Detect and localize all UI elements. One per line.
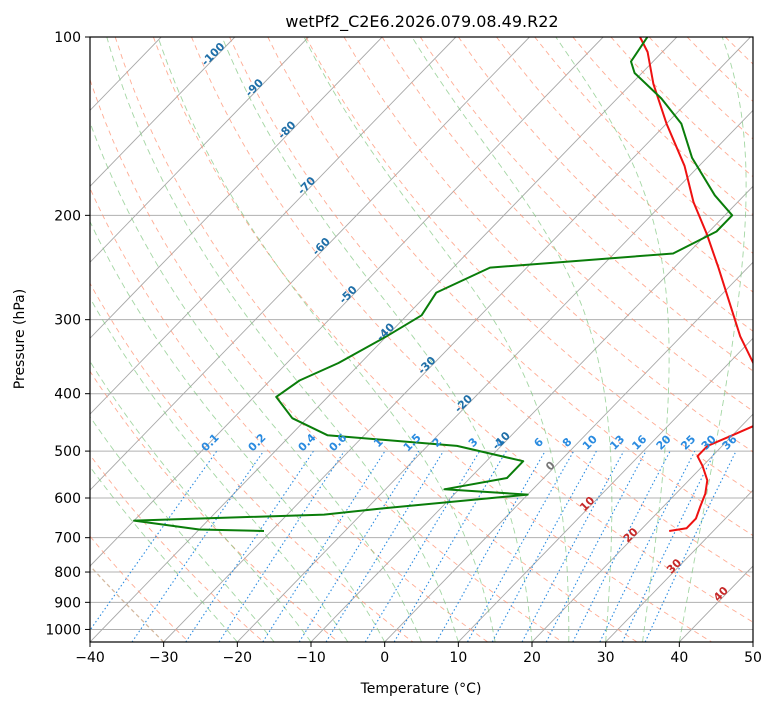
- isotherm-line: [163, 37, 751, 642]
- moist-adiabat-line: [90, 360, 312, 642]
- isotherm-line: [310, 185, 753, 642]
- y-tick-label: 700: [54, 531, 81, 547]
- dry-adiabat-line: [114, 37, 638, 642]
- dry-adiabat-line: [267, 37, 753, 537]
- moist-adiabat-line: [303, 37, 570, 642]
- moist-adiabat-line: [90, 466, 238, 642]
- mixing-ratio-line: [521, 450, 625, 642]
- dry-adiabat-line: [458, 37, 753, 332]
- x-tick-label: 0: [380, 650, 389, 666]
- y-axis: 100 200 300 400 500 600 700 800 900 1000: [45, 30, 90, 638]
- mixing-ratio-line: [325, 450, 444, 642]
- plot-frame: [89, 36, 754, 643]
- y-tick-label: 300: [54, 313, 81, 329]
- dry-adiabat-line: [305, 37, 753, 494]
- isotherm-line: [90, 37, 604, 567]
- moist-adiabat-line: [90, 121, 422, 642]
- x-tick-label: 50: [744, 650, 762, 666]
- dry-adiabat-line: [90, 78, 563, 642]
- y-tick-label: 100: [54, 30, 81, 46]
- isotherm-line: [605, 489, 753, 642]
- dry-adiabat-line: [496, 37, 753, 293]
- x-tick-label: −20: [223, 650, 253, 666]
- moist-adiabat-line: [157, 37, 496, 642]
- mixing-ratio-line: [218, 450, 345, 642]
- moist-adiabat-line: [411, 37, 613, 642]
- dry-adiabat-line: [90, 187, 488, 642]
- mixing-ratio-line: [467, 450, 575, 642]
- thetae-line: [90, 564, 165, 642]
- moist-adiabat-line: [221, 37, 533, 642]
- y-tick-label: 200: [54, 208, 81, 224]
- isotherm-line: [90, 37, 457, 415]
- x-tick-label: 10: [449, 650, 467, 666]
- dry-adiabat-line: [90, 370, 339, 642]
- mixing-ratio-line: [90, 450, 218, 632]
- x-tick-label: −30: [149, 650, 179, 666]
- isotherm-line: [90, 37, 236, 187]
- y-tick-label: 800: [54, 565, 81, 581]
- y-tick-label: 600: [54, 491, 81, 507]
- isotherm-line: [458, 337, 753, 642]
- isotherm-line: [384, 261, 753, 642]
- mixing-ratio-line: [185, 450, 314, 642]
- x-tick-label: 40: [670, 650, 688, 666]
- isotherm-line: [237, 109, 753, 642]
- y-tick-label: 500: [54, 444, 81, 460]
- x-axis-label: Temperature (°C): [360, 681, 482, 697]
- isotherm-line: [531, 413, 753, 642]
- dry-adiabat-line: [191, 37, 753, 623]
- dry-adiabat-line: [419, 37, 753, 372]
- isotherm-line: [90, 37, 530, 491]
- temperature-profile-line: [639, 37, 753, 532]
- x-axis: −40 −30 −20 −10 0 10 20 30 40 50: [75, 642, 762, 666]
- curve-layer: [133, 37, 753, 532]
- dry-adiabat-line: [229, 37, 753, 579]
- isotherm-line: [90, 37, 309, 263]
- moist-adiabat-line: [90, 220, 386, 642]
- moist-adiabat-line: [106, 37, 459, 642]
- dewpoint-profile-line: [133, 37, 734, 532]
- mixing-ratio-line: [572, 450, 671, 642]
- y-axis-label: Pressure (hPa): [12, 289, 28, 389]
- dry-adiabat-line: [90, 454, 264, 642]
- y-tick-label: 400: [54, 387, 81, 403]
- x-tick-label: −40: [75, 650, 105, 666]
- mixing-ratio-line: [491, 450, 597, 642]
- isotherm-line: [90, 37, 383, 339]
- dry-adiabat-line: [90, 282, 414, 642]
- moist-adiabat-line: [90, 415, 275, 642]
- x-tick-label: 30: [597, 650, 615, 666]
- plot-area: 0.1 0.2 0.4 0.6 1 1.5 2 3 4 6 8 10 13 16 20 25 30 36-100-…: [89, 36, 754, 643]
- chart-title: wetPf2_C2E6.2026.079.08.49.R22: [285, 12, 558, 32]
- moist-adiabat-line: [678, 37, 747, 642]
- mixing-ratio-line: [599, 450, 696, 642]
- moist-adiabat-line: [90, 297, 349, 642]
- x-tick-label: −10: [296, 650, 326, 666]
- y-tick-label: 1000: [45, 622, 81, 638]
- mixing-ratio-line: [262, 450, 386, 642]
- x-tick-label: 20: [523, 650, 541, 666]
- mixing-ratio-line: [131, 450, 265, 642]
- y-tick-label: 900: [54, 595, 81, 611]
- dry-adiabat-line: [90, 535, 190, 642]
- moist-adiabat-line: [555, 37, 670, 642]
- grid-layer: [90, 37, 753, 642]
